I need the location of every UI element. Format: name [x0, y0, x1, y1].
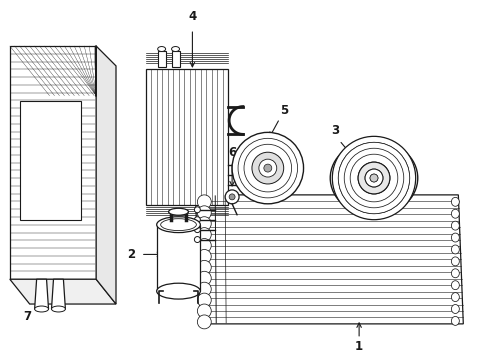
Circle shape	[197, 304, 211, 318]
Ellipse shape	[451, 269, 459, 278]
Circle shape	[197, 195, 211, 209]
Text: 6: 6	[228, 146, 236, 159]
Text: 4: 4	[188, 10, 196, 23]
Ellipse shape	[161, 219, 196, 231]
Ellipse shape	[451, 245, 459, 254]
Ellipse shape	[169, 208, 189, 215]
Ellipse shape	[157, 283, 200, 299]
Circle shape	[195, 207, 200, 213]
Polygon shape	[196, 195, 464, 324]
Circle shape	[197, 249, 211, 264]
Circle shape	[197, 206, 211, 220]
Circle shape	[350, 154, 398, 202]
Text: 7: 7	[24, 310, 32, 323]
Circle shape	[232, 132, 303, 204]
Circle shape	[197, 293, 211, 307]
Polygon shape	[10, 279, 116, 304]
Ellipse shape	[35, 306, 49, 312]
Ellipse shape	[157, 217, 200, 233]
Ellipse shape	[451, 316, 459, 325]
Circle shape	[358, 162, 390, 194]
Circle shape	[225, 190, 239, 204]
Polygon shape	[10, 46, 96, 279]
Circle shape	[197, 239, 211, 252]
Circle shape	[197, 282, 211, 296]
Polygon shape	[20, 100, 81, 220]
Circle shape	[195, 237, 200, 243]
Circle shape	[358, 162, 390, 194]
Circle shape	[370, 174, 378, 182]
Ellipse shape	[451, 281, 459, 290]
Circle shape	[365, 169, 383, 187]
Circle shape	[344, 148, 404, 208]
Ellipse shape	[451, 221, 459, 230]
Circle shape	[259, 159, 277, 177]
Ellipse shape	[451, 209, 459, 218]
Circle shape	[229, 194, 235, 200]
Circle shape	[197, 271, 211, 285]
Circle shape	[197, 228, 211, 242]
Polygon shape	[96, 46, 116, 304]
Circle shape	[344, 148, 404, 208]
Polygon shape	[172, 51, 179, 67]
Circle shape	[195, 217, 200, 223]
Ellipse shape	[51, 306, 65, 312]
Polygon shape	[146, 69, 228, 205]
Circle shape	[370, 174, 378, 182]
Ellipse shape	[362, 148, 416, 208]
Ellipse shape	[451, 233, 459, 242]
Circle shape	[365, 169, 383, 187]
Polygon shape	[158, 51, 166, 67]
Circle shape	[197, 315, 211, 329]
Circle shape	[350, 154, 398, 202]
Circle shape	[332, 136, 416, 220]
Ellipse shape	[330, 140, 418, 216]
Ellipse shape	[451, 293, 459, 302]
Circle shape	[197, 260, 211, 274]
Circle shape	[252, 152, 284, 184]
Text: 5: 5	[280, 104, 288, 117]
Circle shape	[197, 217, 211, 231]
Circle shape	[244, 144, 292, 192]
Ellipse shape	[451, 305, 459, 314]
Circle shape	[338, 142, 410, 214]
Text: 3: 3	[331, 124, 340, 137]
Polygon shape	[157, 225, 200, 291]
Ellipse shape	[451, 197, 459, 206]
Circle shape	[238, 138, 297, 198]
Circle shape	[195, 227, 200, 233]
Text: 2: 2	[127, 248, 135, 261]
Ellipse shape	[451, 257, 459, 266]
Text: 1: 1	[355, 340, 363, 353]
Polygon shape	[35, 279, 49, 309]
Ellipse shape	[158, 46, 166, 51]
Circle shape	[338, 142, 410, 214]
Ellipse shape	[172, 46, 179, 51]
Circle shape	[264, 164, 272, 172]
Polygon shape	[51, 279, 65, 309]
